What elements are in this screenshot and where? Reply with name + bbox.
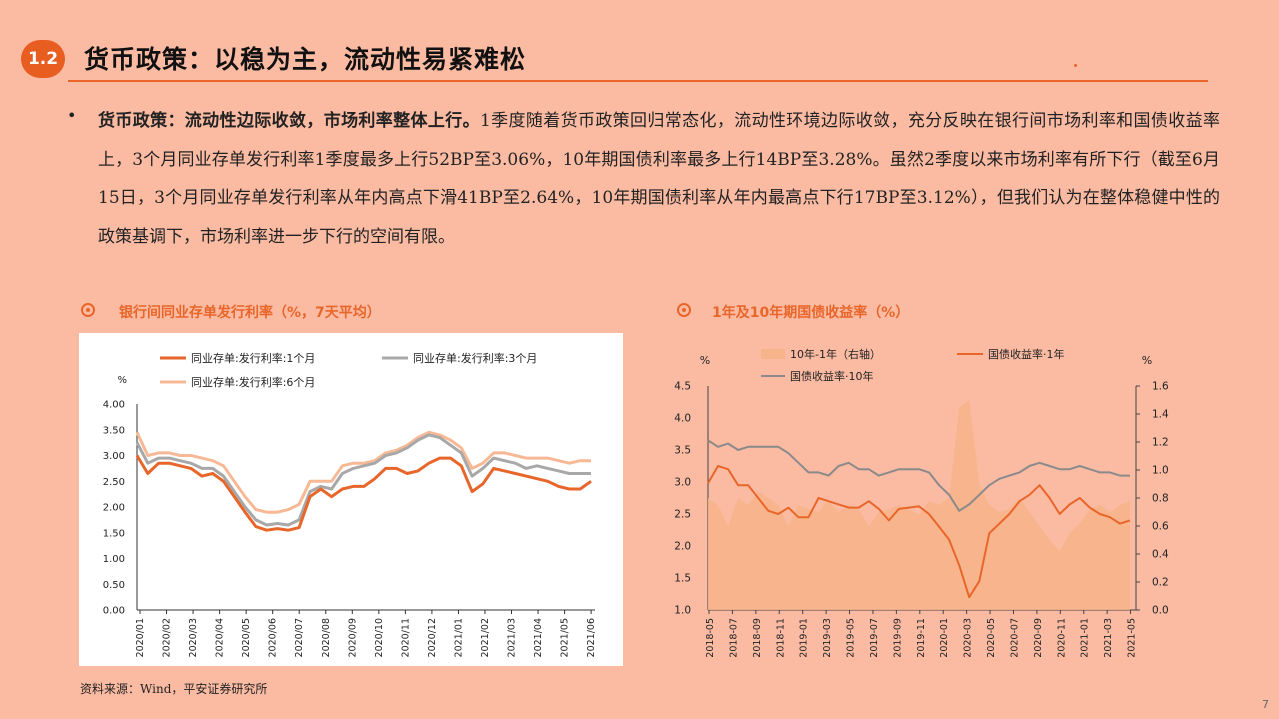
- chart2-xtick-label: 2019-09: [892, 618, 903, 658]
- chart2-right-tick-label: 0.6: [1152, 521, 1169, 533]
- chart1-xtick-label: 2021/04: [533, 618, 544, 657]
- chart2-xtick-label: 2019-05: [846, 618, 857, 658]
- chart2-xtick-label: 2020-07: [1009, 618, 1020, 658]
- chart2-legend-label: 国债收益率·1年: [988, 347, 1065, 361]
- body-paragraph: 货币政策：流动性边际收敛，市场利率整体上行。1季度随着货币政策回归常态化，流动性…: [98, 102, 1220, 256]
- chart2-xtick-label: 2018-07: [728, 618, 739, 658]
- chart2-left-unit: %: [700, 354, 710, 367]
- chart1-series-line: [135, 430, 591, 514]
- chart1-xtick-label: 2020/01: [135, 618, 146, 657]
- chart1-ytick-label: 1.50: [103, 528, 125, 539]
- chart2-series-line: [707, 439, 1130, 512]
- chart1-series-line: [135, 433, 591, 527]
- chart1-ytick-label: 2.00: [103, 503, 125, 514]
- chart2-series-line: [707, 465, 1131, 599]
- chart1-xtick-label: 2020/09: [347, 618, 358, 657]
- chart1-xtick-label: 2020/11: [400, 618, 411, 657]
- chart1-xtick-label: 2021/06: [586, 618, 597, 657]
- chart2-spread-area: [708, 400, 1130, 610]
- chart2-left-tick-label: 2.5: [674, 509, 691, 521]
- chart2-xtick-label: 2018-11: [775, 618, 786, 658]
- chart2-xtick-label: 2021-05: [1127, 618, 1138, 658]
- chart1-xtick-label: 2021/02: [480, 618, 491, 657]
- chart2-xtick-label: 2018-05: [705, 618, 716, 658]
- chart2-left-tick-label: 2.0: [674, 541, 691, 553]
- chart1-xtick-label: 2020/08: [321, 618, 332, 657]
- chart2-title: 1年及10年期国债收益率（%）: [712, 305, 910, 321]
- chart1-ytick-label: 1.00: [103, 554, 125, 565]
- chart2-xtick-label: 2019-11: [916, 618, 927, 658]
- bullet-marker: •: [67, 106, 77, 125]
- chart2-xtick-label: 2020-05: [986, 618, 997, 658]
- chart1-legend-label: 同业存单:发行利率:6个月: [191, 375, 315, 389]
- chart2-left-tick-label: 4.5: [674, 381, 691, 393]
- chart1-legend-label: 同业存单:发行利率:3个月: [413, 351, 537, 365]
- chart2-right-tick-label: 1.6: [1152, 381, 1169, 393]
- chart2-right-tick-label: 1.0: [1152, 465, 1169, 477]
- chart2-left-tick-label: 3.5: [674, 445, 691, 457]
- chart2-left-tick-label: 4.0: [674, 413, 691, 425]
- chart2-xtick-label: 2019-07: [869, 618, 880, 658]
- page-title: 货币政策：以稳为主，流动性易紧难松: [84, 45, 527, 74]
- chart2-legend-swatch: [761, 349, 785, 359]
- chart2-xtick-label: 2019-03: [822, 618, 833, 658]
- chart2-xtick-label: 2020-09: [1033, 618, 1044, 658]
- chart1-ytick-label: 0.50: [103, 580, 125, 591]
- chart2-right-unit: %: [1142, 354, 1152, 367]
- chart1-ytick-label: 3.50: [103, 425, 125, 436]
- chart2-xtick-label: 2020-11: [1056, 618, 1067, 658]
- chart2-left-tick-label: 1.5: [674, 573, 691, 585]
- chart1-xtick-label: 2020/03: [188, 618, 199, 657]
- chart2-xtick-label: 2020-03: [963, 618, 974, 658]
- chart2-xtick-label: 2019-01: [799, 618, 810, 658]
- chart2-title-icon: [677, 303, 691, 317]
- chart1-svg: % 0.00 0.50 1.00 1.50 2.00 2.50 3.00 3.50 4.00 202…: [103, 351, 597, 657]
- chart2-xtick-label: 2021-03: [1103, 618, 1114, 658]
- chart2-xtick-label: 2021-01: [1080, 618, 1091, 658]
- chart2-right-tick-label: 0.4: [1152, 549, 1169, 561]
- chart2-right-tick-label: 0.0: [1152, 605, 1169, 617]
- chart1-xtick-label: 2020/04: [215, 618, 226, 657]
- chart1-ytick-label: 2.50: [103, 477, 125, 488]
- chart1-xtick-label: 2021/03: [507, 618, 518, 657]
- page-number: 7: [1262, 698, 1269, 711]
- chart1-xtick-label: 2020/12: [427, 618, 438, 657]
- chart2-left-tick-label: 3.0: [674, 477, 691, 489]
- chart1-ytick-label: 0.00: [103, 606, 125, 617]
- chart2-right-tick-label: 1.4: [1152, 409, 1169, 421]
- chart1-xtick-label: 2020/10: [374, 618, 385, 657]
- chart2-left-tick-label: 1.0: [674, 605, 691, 617]
- chart1-series-line: [135, 454, 592, 532]
- chart2-xtick-label: 2018-09: [752, 618, 763, 658]
- chart2-xtick-label: 2020-01: [939, 618, 950, 658]
- chart2-right-tick-label: 1.2: [1152, 437, 1169, 449]
- source-note: 资料来源：Wind，平安证券研究所: [80, 682, 268, 696]
- chart1-title-icon: [81, 303, 95, 317]
- chart1-y-unit: %: [117, 375, 127, 386]
- chart2-legend-label: 10年-1年（右轴）: [790, 347, 881, 361]
- chart1-ytick-label: 3.00: [103, 451, 125, 462]
- chart2-right-tick-label: 0.2: [1152, 577, 1169, 589]
- section-number-badge: 1.2: [21, 40, 65, 78]
- decor-dot: [1074, 64, 1077, 67]
- chart1-xtick-label: 2021/05: [560, 618, 571, 657]
- chart2-svg: % % 1.0 1.5 2.0 2.5 3.0 3.5 4.0 4.5 0.0 0.2 0.4 0.6 0.…: [674, 347, 1169, 658]
- chart1-ytick-label: 4.00: [103, 400, 125, 411]
- chart1-legend-label: 同业存单:发行利率:1个月: [191, 351, 315, 365]
- paragraph-bold-lead: 货币政策：流动性边际收敛，市场利率整体上行。: [98, 111, 480, 131]
- chart2-right-tick-label: 0.8: [1152, 493, 1169, 505]
- chart2-legend-label: 国债收益率·10年: [790, 369, 874, 383]
- chart1-xtick-label: 2020/06: [268, 618, 279, 657]
- title-divider: [68, 80, 1208, 82]
- chart1-xtick-label: 2020/02: [162, 618, 173, 657]
- chart1-xtick-label: 2021/01: [453, 618, 464, 657]
- paragraph-text: 1季度随着货币政策回归常态化，流动性环境边际收敛，充分反映在银行间市场利率和国债…: [98, 111, 1220, 247]
- chart1-xtick-label: 2020/07: [294, 618, 305, 657]
- chart1-title: 银行间同业存单发行利率（%，7天平均）: [119, 305, 381, 321]
- chart1-xtick-label: 2020/05: [241, 618, 252, 657]
